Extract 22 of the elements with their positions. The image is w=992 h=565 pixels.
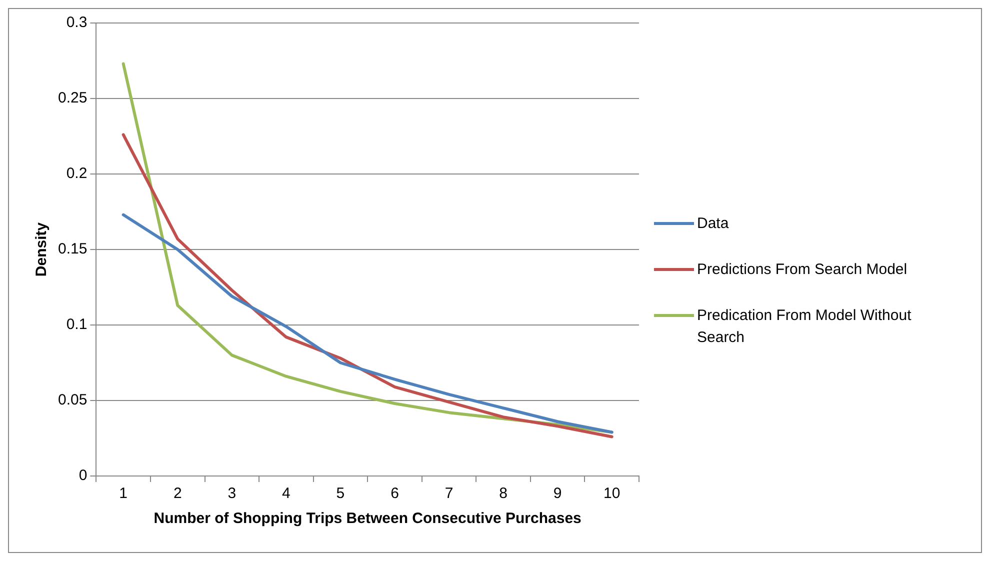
y-axis-title: Density xyxy=(33,222,50,277)
x-tick-label: 6 xyxy=(390,485,399,502)
x-axis-title: Number of Shopping Trips Between Consecutive Purchases xyxy=(154,510,582,528)
y-tick-label: 0.2 xyxy=(66,165,88,182)
x-tick-label: 5 xyxy=(336,485,345,502)
legend-label: Predictions From Search Model xyxy=(697,260,908,280)
x-tick-label: 10 xyxy=(604,485,620,502)
y-tick-label: 0.3 xyxy=(66,14,88,32)
x-tick-label: 7 xyxy=(444,485,454,502)
x-tick-label: 8 xyxy=(499,485,508,502)
y-tick-label: 0.05 xyxy=(58,392,88,409)
legend-label: Data xyxy=(697,214,730,234)
y-tick-label: 0.25 xyxy=(58,90,88,107)
x-tick-label: 9 xyxy=(553,485,562,502)
y-tick-label: 0.1 xyxy=(66,316,88,334)
x-tick-label: 4 xyxy=(282,485,290,502)
legend-label: Predication From Model Without Search xyxy=(697,306,912,348)
y-tick-label: 0 xyxy=(78,467,88,484)
x-tick-label: 3 xyxy=(228,485,236,502)
x-tick-label: 2 xyxy=(173,485,182,502)
x-tick-label: 1 xyxy=(119,485,128,502)
y-tick-label: 0.15 xyxy=(58,240,88,258)
